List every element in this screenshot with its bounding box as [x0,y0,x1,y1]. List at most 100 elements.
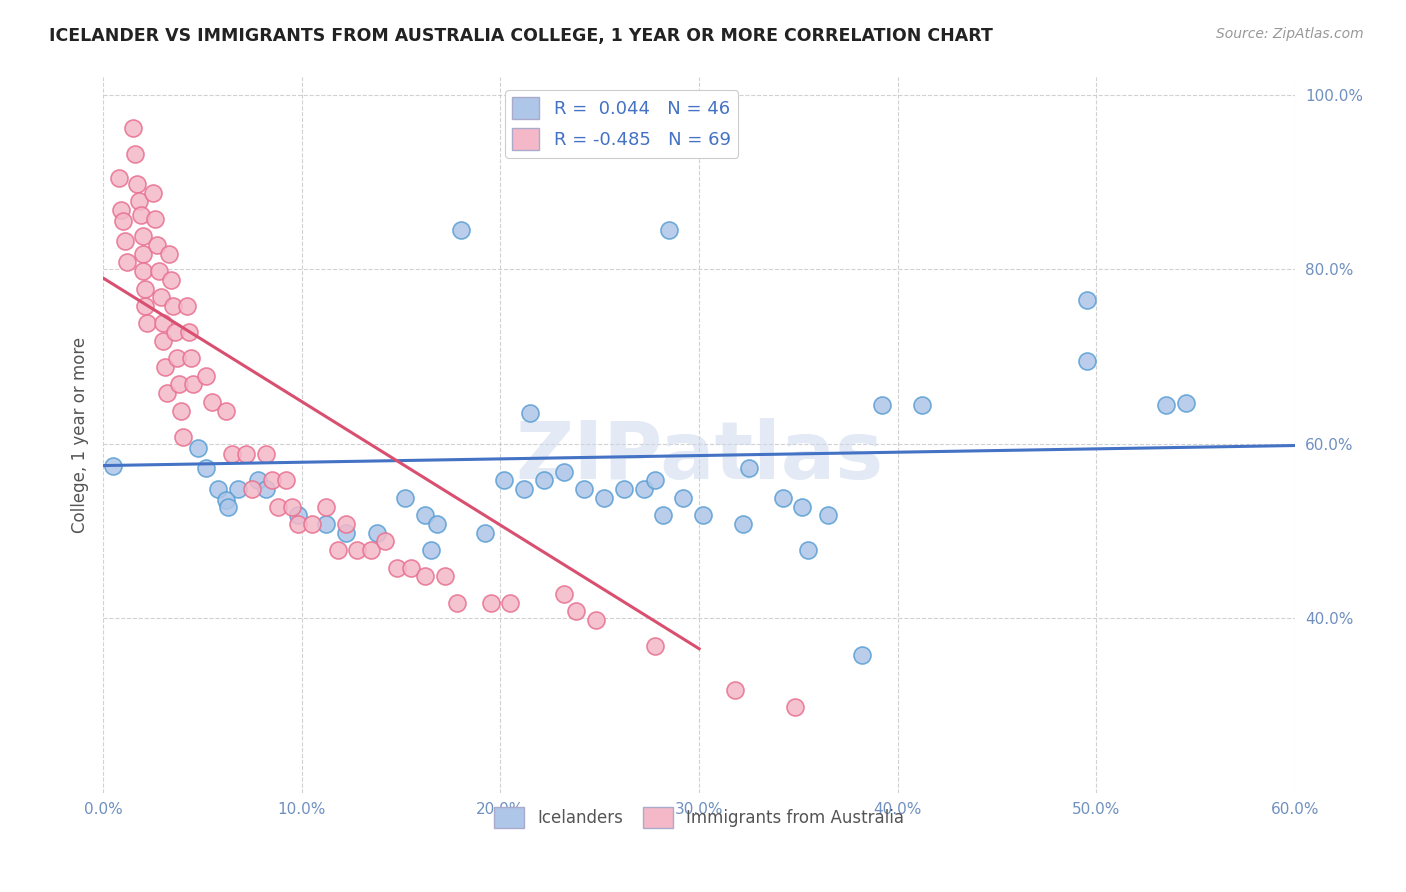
Point [851,648,873,662]
Point [215,403,238,417]
Point [1076,293,1098,307]
Point [792,500,814,514]
Point [254,482,277,496]
Point [553,465,575,479]
Point [513,482,536,496]
Point [374,534,396,549]
Point [592,491,614,505]
Point [176,299,198,313]
Point [111,214,134,228]
Point [870,397,893,411]
Point [1076,354,1098,368]
Point [125,177,148,191]
Point [142,186,165,200]
Point [226,482,249,496]
Point [315,500,337,514]
Point [201,395,224,409]
Point [207,482,229,496]
Point [149,290,172,304]
Point [267,500,290,514]
Point [360,543,382,558]
Point [399,560,422,574]
Point [152,317,174,331]
Point [613,482,636,496]
Point [326,543,349,558]
Point [114,235,136,249]
Point [146,238,169,252]
Point [419,543,441,558]
Point [724,682,747,697]
Point [335,516,357,531]
Point [533,474,555,488]
Point [124,147,146,161]
Point [731,516,754,531]
Text: Source: ZipAtlas.com: Source: ZipAtlas.com [1216,27,1364,41]
Point [672,491,695,505]
Point [413,508,436,523]
Point [274,474,297,488]
Point [159,273,181,287]
Point [157,246,180,260]
Point [315,516,337,531]
Point [450,223,472,237]
Point [281,500,304,514]
Point [163,325,186,339]
Point [180,351,202,366]
Point [108,170,131,185]
Point [152,334,174,348]
Point [215,493,238,508]
Point [122,121,145,136]
Point [499,595,522,609]
Point [162,299,184,313]
Point [335,525,357,540]
Legend: Icelanders, Immigrants from Australia: Icelanders, Immigrants from Australia [488,801,911,834]
Point [446,595,468,609]
Point [153,359,176,374]
Point [1174,396,1197,410]
Point [195,368,218,383]
Point [181,377,204,392]
Point [433,569,456,583]
Text: ZIPatlas: ZIPatlas [515,417,883,495]
Text: ICELANDER VS IMMIGRANTS FROM AUSTRALIA COLLEGE, 1 YEAR OR MORE CORRELATION CHART: ICELANDER VS IMMIGRANTS FROM AUSTRALIA C… [49,27,993,45]
Point [128,194,150,209]
Point [519,406,541,420]
Point [633,482,655,496]
Point [644,639,666,653]
Point [644,474,666,488]
Point [101,458,124,473]
Point [143,211,166,226]
Point [110,202,132,217]
Point [135,317,157,331]
Point [553,587,575,601]
Point [817,508,839,523]
Point [772,491,794,505]
Point [426,516,449,531]
Point [692,508,714,523]
Point [385,560,408,574]
Point [217,500,239,514]
Point [221,447,243,461]
Point [494,474,516,488]
Point [413,569,436,583]
Point [394,491,416,505]
Point [195,461,218,475]
Point [911,397,934,411]
Point [254,447,277,461]
Point [115,255,138,269]
Point [783,700,806,714]
Point [585,613,607,627]
Point [132,229,155,244]
Y-axis label: College, 1 year or more: College, 1 year or more [72,337,89,533]
Point [169,403,191,417]
Point [658,223,681,237]
Point [738,461,761,475]
Point [177,325,200,339]
Point [287,516,309,531]
Point [1154,397,1177,411]
Point [129,208,152,222]
Point [572,482,595,496]
Point [247,474,270,488]
Point [479,595,502,609]
Point [156,386,179,401]
